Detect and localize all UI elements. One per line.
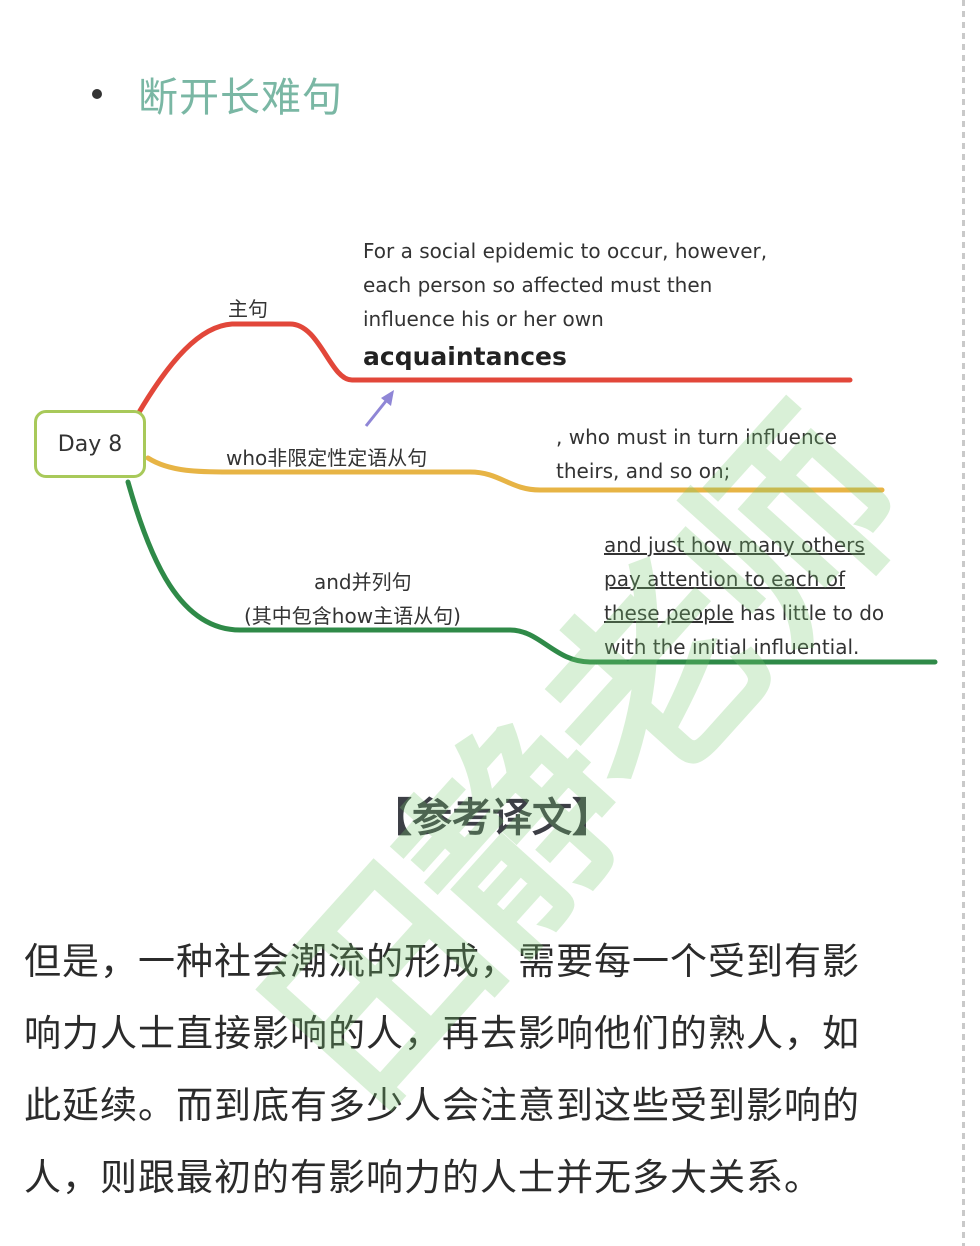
text-line: For a social epidemic to occur, however,	[363, 239, 768, 263]
translation-line: 响力人士直接影响的人，再去影响他们的熟人，如	[24, 1012, 860, 1055]
underlined-phrase: these people	[604, 601, 734, 625]
translation-line: 此延续。而到底有多少人会注意到这些受到影响的	[24, 1084, 860, 1127]
emphasis-word: acquaintances	[363, 342, 567, 371]
right-edge-divider	[962, 0, 965, 1246]
branch-line-main	[135, 321, 853, 417]
arrow-icon	[364, 390, 394, 427]
mind-map-connectors	[125, 321, 938, 665]
text-line: , who must in turn influence	[556, 425, 837, 449]
main-clause-text: For a social epidemic to occur, however,…	[363, 234, 767, 374]
coordinate-clause-sublabel: (其中包含how主语从句)	[244, 604, 461, 628]
bullet-dot	[92, 89, 102, 99]
attributive-clause-label: who非限定性定语从句	[226, 446, 428, 470]
branch-line-attributive	[145, 455, 885, 493]
text-line: theirs, and so on;	[556, 459, 731, 483]
translation-paragraph: 但是，一种社会潮流的形成，需要每一个受到有影 响力人士直接影响的人，再去影响他们…	[24, 926, 954, 1214]
text-line: with the initial influential.	[604, 635, 860, 659]
translation-line: 但是，一种社会潮流的形成，需要每一个受到有影	[24, 940, 860, 983]
plain-phrase: has little to do	[733, 601, 885, 625]
main-clause-label: 主句	[228, 297, 268, 321]
coordinate-clause-text: and just how many others pay attention t…	[604, 528, 884, 664]
text-line: influence his or her own	[363, 307, 604, 331]
underlined-line: pay attention to each of	[604, 567, 846, 591]
branch-line-coordinate	[125, 479, 938, 665]
translation-section-title: 【参考译文】	[372, 795, 612, 841]
text-line: each person so affected must then	[363, 273, 713, 297]
section-heading: 断开长难句	[138, 75, 343, 121]
coordinate-clause-label: and并列句	[314, 570, 412, 594]
heading-row: 断开长难句	[92, 64, 343, 124]
root-node: Day 8	[34, 410, 146, 478]
translation-line: 人，则跟最初的有影响力的人士并无多大关系。	[24, 1156, 822, 1199]
underlined-line: and just how many others	[604, 533, 865, 557]
mixed-line: these people has little to do	[604, 596, 884, 630]
mind-map: Day 8 主句 who非限定性定语从句 and并列句 (其中包含how主语从句…	[0, 210, 980, 690]
attributive-clause-text: , who must in turn influence theirs, and…	[556, 420, 837, 488]
